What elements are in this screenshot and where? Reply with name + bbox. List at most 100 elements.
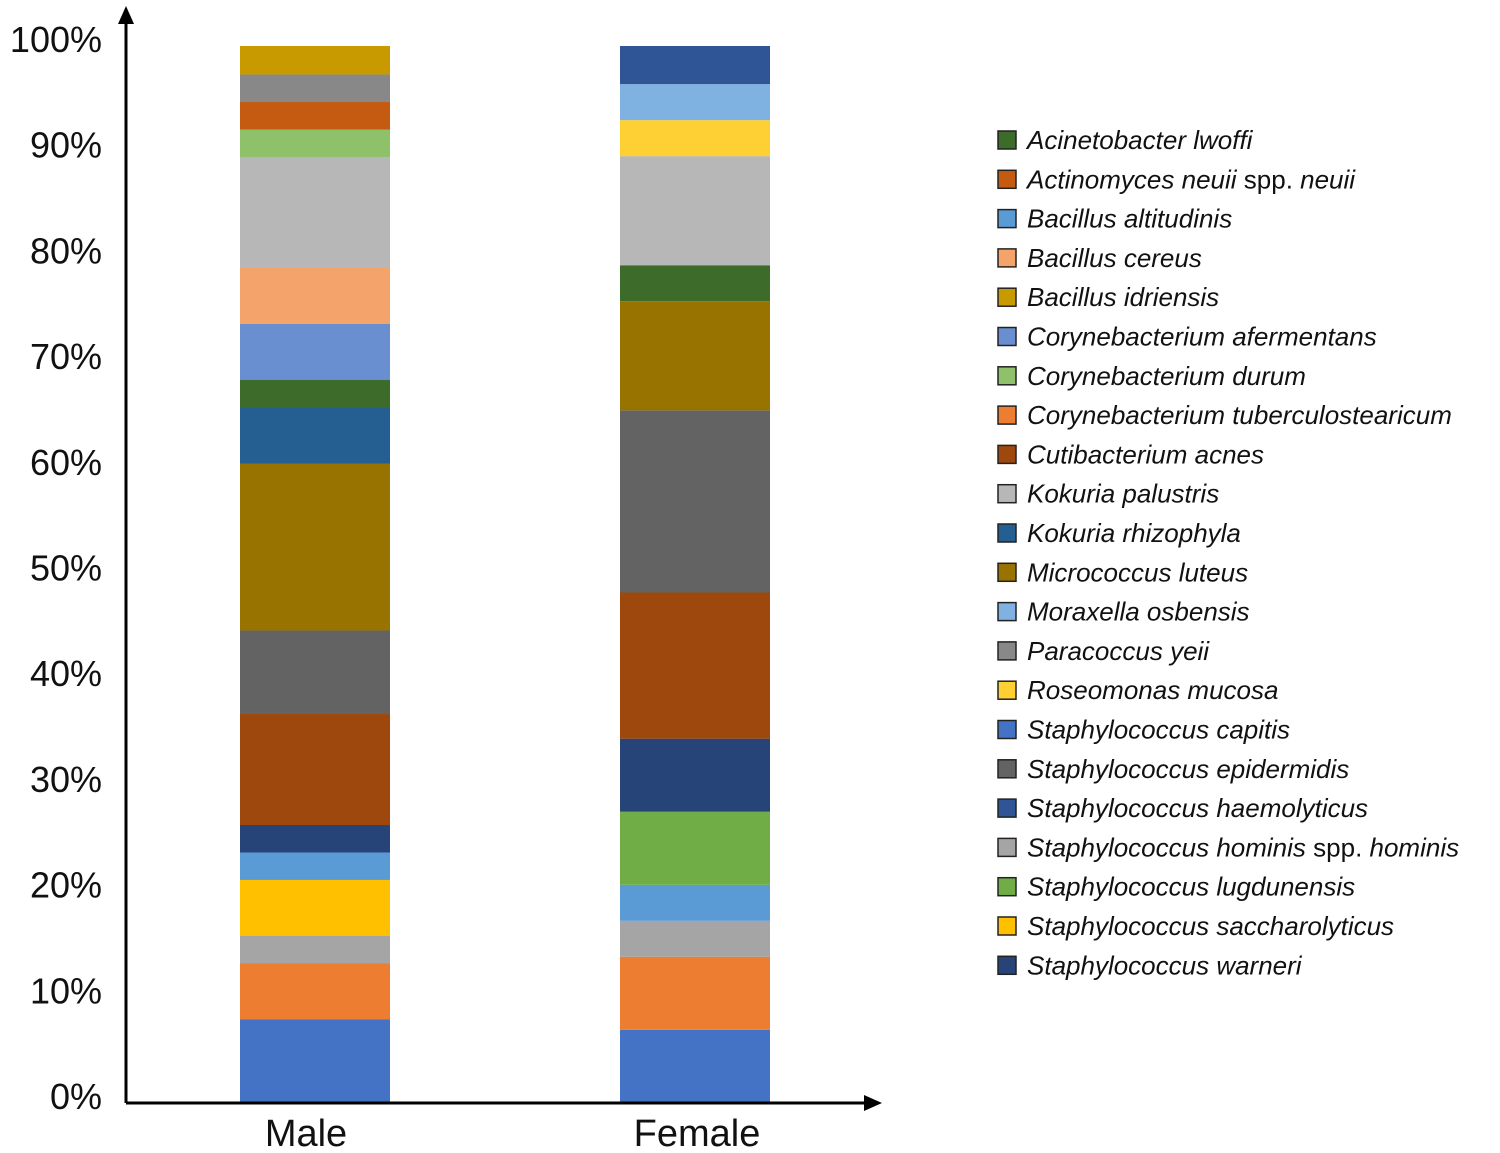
bar-segment-female-bacillus-altitudinis: [620, 884, 770, 921]
bar-segment-female-micrococcus-luteus: [620, 301, 770, 411]
legend-swatch: [997, 208, 1017, 229]
legend-swatch: [997, 916, 1017, 936]
legend-label-part: Staphylococcus saccharolyticus: [1027, 911, 1394, 941]
bar-segment-female-moraxella-osbensis: [620, 84, 770, 121]
legend-label: Roseomonas mucosa: [1027, 675, 1278, 705]
y-tick-label: 20%: [30, 865, 102, 906]
y-tick-label: 80%: [30, 230, 102, 271]
bar-segment-male-cutibacterium-acnes: [240, 714, 390, 826]
legend-swatch: [997, 719, 1017, 740]
y-tick-labels: 0% 10% 20% 30% 40% 50% 60% 70% 80% 90% 100%: [10, 19, 102, 1117]
legend-label-part: spp.: [1306, 832, 1370, 862]
legend-label: Bacillus cereus: [1027, 243, 1202, 273]
legend-label-part: hominis: [1370, 832, 1460, 862]
legend-swatch: [997, 405, 1017, 425]
bar-segment-male-paracoccus-yeii: [240, 74, 390, 103]
legend-label: Actinomyces neuii spp. neuii: [1025, 164, 1356, 194]
legend-swatch: [997, 366, 1017, 386]
legend-item-bacillus-altitudinis: Bacillus altitudinis: [997, 204, 1232, 234]
legend-label: Staphylococcus capitis: [1027, 715, 1290, 745]
bar-segment-female-kokuria-palustris: [620, 156, 770, 266]
bar-segment-male-bacillus-idriensis: [240, 46, 390, 75]
legend-label-part: Kokuria rhizophyla: [1027, 518, 1241, 548]
bar-segment-female-acinetobacter-lwoffi: [620, 265, 770, 302]
legend-label-part: Bacillus idriensis: [1027, 282, 1219, 312]
legend-label: Cutibacterium acnes: [1027, 439, 1264, 469]
legend-label-part: Roseomonas mucosa: [1027, 675, 1278, 705]
legend-label-part: Moraxella osbensis: [1027, 597, 1250, 627]
bar-segment-male-bacillus-altitudinis: [240, 852, 390, 880]
legend-item-kokuria-rhizophyla: Kokuria rhizophyla: [997, 518, 1241, 548]
bar-segment-male-corynebacterium-afermentans: [240, 323, 390, 381]
x-category-label: Female: [634, 1113, 761, 1153]
legend-swatch: [997, 562, 1017, 583]
bar-segment-female-cutibacterium-acnes: [620, 592, 770, 739]
legend-label: Bacillus altitudinis: [1027, 204, 1232, 234]
legend-label-part: Actinomyces neuii: [1025, 164, 1238, 194]
bar-segment-male-staphylococcus-warneri: [240, 825, 390, 853]
legend-swatch: [997, 759, 1017, 779]
bar-segment-male-staphylococcus-saccharolyticus: [240, 879, 390, 936]
legend-label: Paracoccus yeii: [1027, 636, 1210, 666]
bar-segment-male-acinetobacter-lwoffi: [240, 380, 390, 408]
legend-item-paracoccus-yeii: Paracoccus yeii: [997, 636, 1210, 666]
y-tick-label: 100%: [10, 19, 102, 60]
legend-item-bacillus-cereus: Bacillus cereus: [997, 243, 1202, 273]
legend-label-part: Kokuria palustris: [1027, 479, 1219, 509]
legend-item-corynebacterium-tuberculostearicum: Corynebacterium tuberculostearicum: [997, 400, 1452, 430]
legend-label: Staphylococcus warneri: [1027, 950, 1303, 980]
legend-label-part: Bacillus cereus: [1027, 243, 1202, 273]
legend-label-part: Staphylococcus haemolyticus: [1027, 793, 1368, 823]
legend-label-part: Micrococcus luteus: [1027, 557, 1248, 587]
x-axis-arrow: [864, 1095, 882, 1111]
legend-swatch: [997, 641, 1017, 661]
legend-label: Corynebacterium tuberculostearicum: [1027, 400, 1452, 430]
legend-label-part: Staphylococcus epidermidis: [1027, 754, 1349, 784]
legend-label-part: Cutibacterium acnes: [1027, 439, 1264, 469]
bar-segment-male-staphylococcus-epidermidis: [240, 630, 390, 715]
x-category-labels: Male Female: [265, 1113, 761, 1153]
bar-segment-male-corynebacterium-durum: [240, 129, 390, 157]
legend-swatch: [997, 248, 1017, 268]
legend-item-roseomonas-mucosa: Roseomonas mucosa: [997, 675, 1278, 705]
bar-segment-female-staphylococcus-haemolyticus: [620, 46, 770, 85]
legend-label-part: Staphylococcus capitis: [1027, 715, 1290, 745]
legend-label: Acinetobacter lwoffi: [1025, 125, 1254, 155]
legend-label: Corynebacterium durum: [1027, 361, 1306, 391]
legend-swatch: [997, 483, 1017, 504]
bars-group: [240, 46, 770, 1103]
y-tick-label: 40%: [30, 653, 102, 694]
y-tick-label: 30%: [30, 759, 102, 800]
legend-label-part: Paracoccus yeii: [1027, 636, 1210, 666]
legend-label: Moraxella osbensis: [1027, 597, 1250, 627]
legend: Acinetobacter lwoffi Actinomyces neuii sp…: [997, 125, 1459, 980]
bar-segment-male-actinomyces-neuii-spp-neuii: [240, 102, 390, 130]
legend-label: Staphylococcus hominis spp. hominis: [1027, 832, 1459, 862]
legend-item-micrococcus-luteus: Micrococcus luteus: [997, 557, 1248, 587]
legend-label: Staphylococcus epidermidis: [1027, 754, 1349, 784]
bar-segment-male-corynebacterium-tuberculostearicum: [240, 963, 390, 1020]
legend-swatch: [997, 680, 1017, 700]
legend-swatch: [997, 837, 1017, 858]
legend-item-staphylococcus-warneri: Staphylococcus warneri: [997, 950, 1303, 980]
bar-segment-female-staphylococcus-lugdunensis: [620, 811, 770, 885]
legend-item-staphylococcus-hominis-spp-hominis: Staphylococcus hominis spp. hominis: [997, 832, 1459, 862]
bar-segment-female-staphylococcus-capitis: [620, 1029, 770, 1103]
bar-segment-female-staphylococcus-epidermidis: [620, 410, 770, 593]
legend-item-staphylococcus-epidermidis: Staphylococcus epidermidis: [997, 754, 1349, 784]
legend-label-part: Staphylococcus lugdunensis: [1027, 872, 1355, 902]
legend-label: Staphylococcus lugdunensis: [1027, 872, 1355, 902]
legend-item-bacillus-idriensis: Bacillus idriensis: [997, 282, 1219, 312]
legend-item-staphylococcus-capitis: Staphylococcus capitis: [997, 715, 1290, 745]
legend-label-part: Corynebacterium tuberculostearicum: [1027, 400, 1452, 430]
legend-label: Staphylococcus haemolyticus: [1027, 793, 1368, 823]
legend-item-staphylococcus-saccharolyticus: Staphylococcus saccharolyticus: [997, 911, 1394, 941]
y-tick-label: 60%: [30, 442, 102, 483]
legend-label-part: Corynebacterium afermentans: [1027, 322, 1377, 352]
bar-segment-female-staphylococcus-hominis-spp-hominis: [620, 920, 770, 957]
bar-segment-female-roseomonas-mucosa: [620, 120, 770, 157]
bar-segment-female-staphylococcus-warneri: [620, 738, 770, 812]
bar-segment-male-kokuria-rhizophyla: [240, 407, 390, 464]
y-tick-label: 0%: [50, 1076, 102, 1117]
